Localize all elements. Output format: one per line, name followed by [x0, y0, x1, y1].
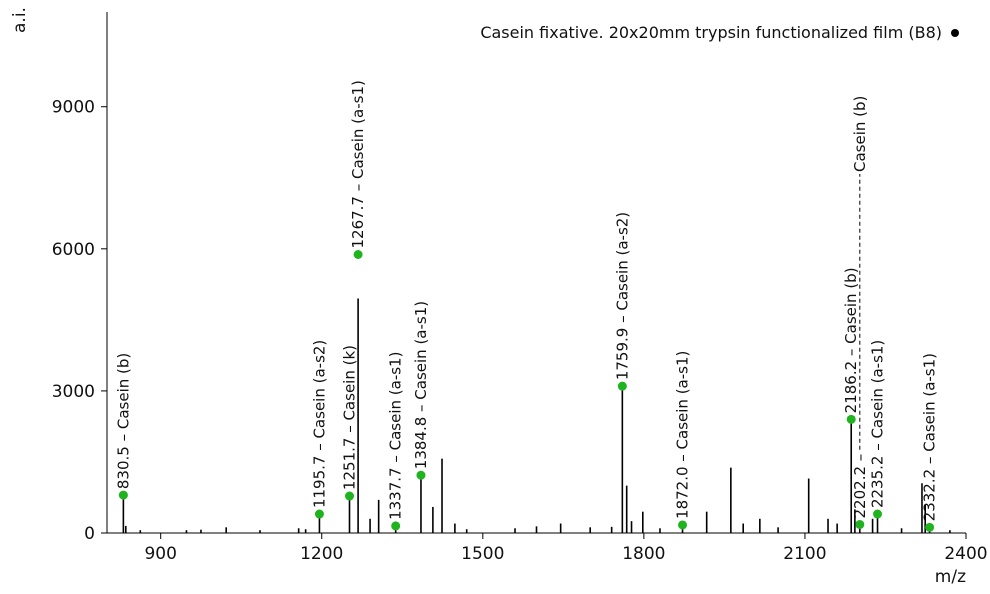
x-axis-label: m/z — [935, 567, 966, 587]
y-tick-label: 9000 — [52, 98, 95, 118]
x-tick-label: 2100 — [783, 544, 826, 564]
peak-marker — [678, 520, 688, 530]
peak-marker — [416, 470, 426, 480]
x-tick-label: 1800 — [622, 544, 665, 564]
x-tick-label: 2400 — [944, 544, 987, 564]
peak-label: 1195.7 – Casein (a-s2) — [310, 340, 328, 508]
peak-label: 2235.2 – Casein (a-s1) — [869, 340, 887, 508]
x-tick-label: 900 — [144, 544, 176, 564]
y-tick-label: 6000 — [52, 240, 95, 260]
peak-marker — [617, 381, 627, 391]
peak-marker — [314, 509, 324, 519]
peak-marker — [873, 509, 883, 519]
peak-label: 1872.0 – Casein (a-s1) — [674, 351, 692, 519]
peak-marker — [925, 522, 935, 532]
legend-marker — [951, 29, 959, 37]
x-tick-label: 1500 — [461, 544, 504, 564]
y-axis-label: a.i. — [10, 7, 30, 33]
peak-marker — [855, 519, 865, 529]
legend-label: Casein fixative. 20x20mm trypsin functio… — [480, 23, 942, 42]
peak-label: 1759.9 – Casein (a-s2) — [613, 212, 631, 380]
peak-label: 1337.7 – Casein (a-s1) — [387, 352, 405, 520]
peak-marker — [391, 521, 401, 531]
y-tick-label: 3000 — [52, 382, 95, 402]
peak-marker — [118, 490, 128, 500]
y-tick-label: 0 — [84, 524, 95, 544]
peak-label: 2202.2 – — [851, 454, 869, 519]
peak-marker — [846, 414, 856, 424]
peak-label: 1384.8 – Casein (a-s1) — [412, 301, 430, 469]
peak-label: Casein (b) — [851, 96, 869, 172]
peak-label: 1251.7 – Casein (k) — [341, 345, 359, 490]
peak-marker — [345, 491, 355, 501]
peak-label: 2186.2 – Casein (b) — [842, 267, 860, 413]
peak-label: 1267.7 – Casein (a-s1) — [349, 80, 367, 248]
peak-marker — [353, 250, 363, 260]
peak-label: 2332.2 – Casein (a-s1) — [921, 353, 939, 521]
peak-label: 830.5 – Casein (b) — [114, 353, 132, 489]
x-tick-label: 1200 — [300, 544, 343, 564]
